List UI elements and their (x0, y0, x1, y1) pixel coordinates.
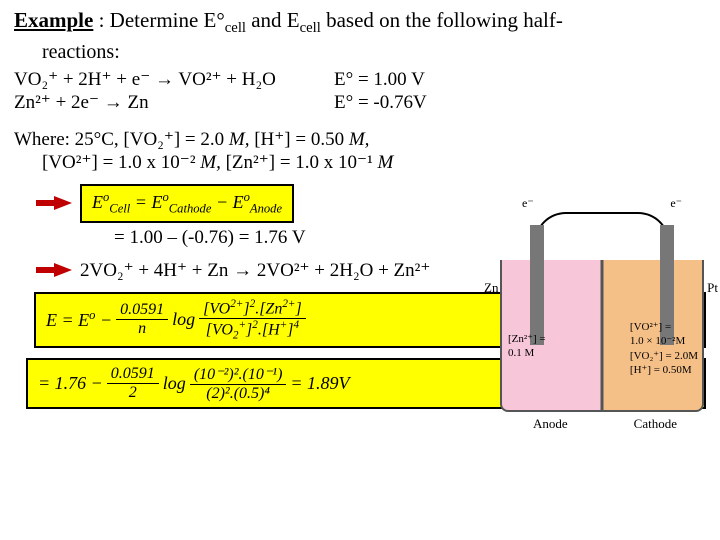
wire (534, 212, 670, 244)
example-word: Example (14, 8, 93, 32)
cathode-conc: [VO²⁺] = 1.0 × 10⁻²M [VO₂⁺] = 2.0M [H⁺] … (630, 320, 698, 377)
rxn2: Zn²⁺ + 2e⁻ → Zn (14, 91, 334, 114)
zn-electrode (530, 225, 544, 345)
electron-left: e⁻ (522, 196, 534, 211)
rxn2-potential: E° = -0.76V (334, 92, 427, 114)
pt-label: Pt (707, 280, 718, 296)
eq-box-1: EoCell = EoCathode − EoAnode (80, 184, 294, 223)
zn-label: Zn (484, 280, 498, 296)
beaker: e⁻ e⁻ Zn Pt [Zn²⁺] = 0.1 M [VO²⁺] = 1.0 … (500, 260, 704, 412)
salt-bridge (601, 260, 604, 410)
conditions: Where: 25°C, [VO₂⁺] = 2.0 M, [H⁺] = 0.50… (14, 128, 706, 174)
arrow-icon (54, 196, 72, 210)
title: Example : Determine E°cell and Ecell bas… (14, 8, 706, 37)
electrode-labels: Anode Cathode (500, 416, 710, 432)
title-continue: reactions: (42, 41, 706, 64)
cell-diagram: e⁻ e⁻ Zn Pt [Zn²⁺] = 0.1 M [VO²⁺] = 1.0 … (500, 210, 710, 432)
arrow-icon (54, 263, 72, 277)
half-reactions: VO₂⁺ + 2H⁺ + e⁻ → VO²⁺ + H₂O E° = 1.00 V… (14, 68, 706, 114)
rxn1-potential: E° = 1.00 V (334, 69, 425, 91)
anode-conc: [Zn²⁺] = 0.1 M (508, 332, 546, 361)
electron-right: e⁻ (670, 196, 682, 211)
rxn1: VO₂⁺ + 2H⁺ + e⁻ → VO²⁺ + H₂O (14, 68, 334, 91)
